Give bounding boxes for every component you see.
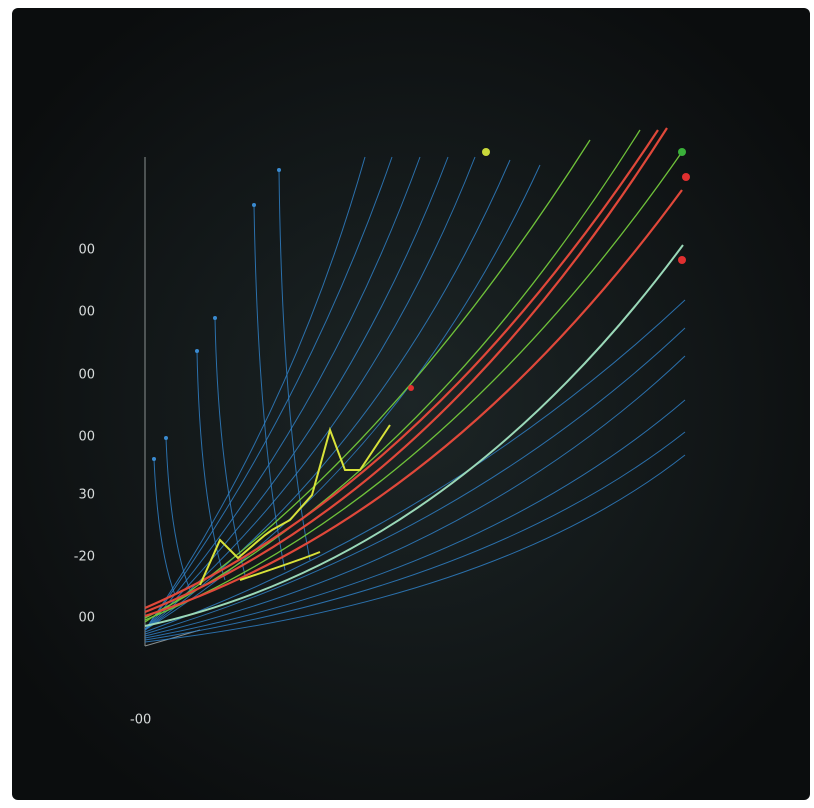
axis-label: -20 <box>74 550 95 565</box>
dot <box>678 256 686 264</box>
curve <box>144 159 511 631</box>
axis-label: 30 <box>78 488 95 503</box>
axis-label: 00 <box>78 305 95 320</box>
axis-label: 00 <box>78 611 95 626</box>
curve <box>144 156 449 631</box>
curve <box>144 127 668 614</box>
curves <box>144 127 686 643</box>
axis-label: 00 <box>78 243 95 258</box>
drop-line <box>196 350 226 581</box>
curve <box>144 189 683 618</box>
markers <box>152 148 690 461</box>
curve <box>144 399 686 639</box>
axis-labels: 00 00 00 00 30 -20 00 <box>74 243 95 626</box>
curve <box>144 156 421 631</box>
zigzag <box>199 424 391 586</box>
axes <box>144 157 201 647</box>
curve <box>144 299 686 633</box>
panel <box>12 8 810 800</box>
curve <box>144 151 683 621</box>
corner-label: -00 <box>130 713 151 728</box>
curve <box>144 129 641 619</box>
curve <box>144 454 686 643</box>
dot <box>678 148 686 156</box>
drop-line <box>214 317 246 576</box>
dot <box>482 148 490 156</box>
curve <box>144 129 659 610</box>
drop-line <box>278 169 311 561</box>
curve <box>144 156 393 631</box>
drop-line <box>165 437 191 591</box>
dot <box>195 349 199 353</box>
drop-line <box>153 458 176 596</box>
dot <box>213 316 217 320</box>
dot <box>252 203 256 207</box>
curve <box>144 327 686 635</box>
curve <box>144 164 541 631</box>
curve <box>144 431 686 641</box>
zigzag <box>239 551 321 581</box>
dot <box>164 436 168 440</box>
axis-label: 00 <box>78 368 95 383</box>
curve <box>144 355 686 637</box>
drop-line <box>253 204 286 571</box>
dot <box>152 457 156 461</box>
axis-label: 00 <box>78 430 95 445</box>
dot <box>277 168 281 172</box>
dot <box>682 173 690 181</box>
dot <box>408 385 414 391</box>
curve <box>144 244 684 627</box>
x-axis <box>144 629 201 647</box>
